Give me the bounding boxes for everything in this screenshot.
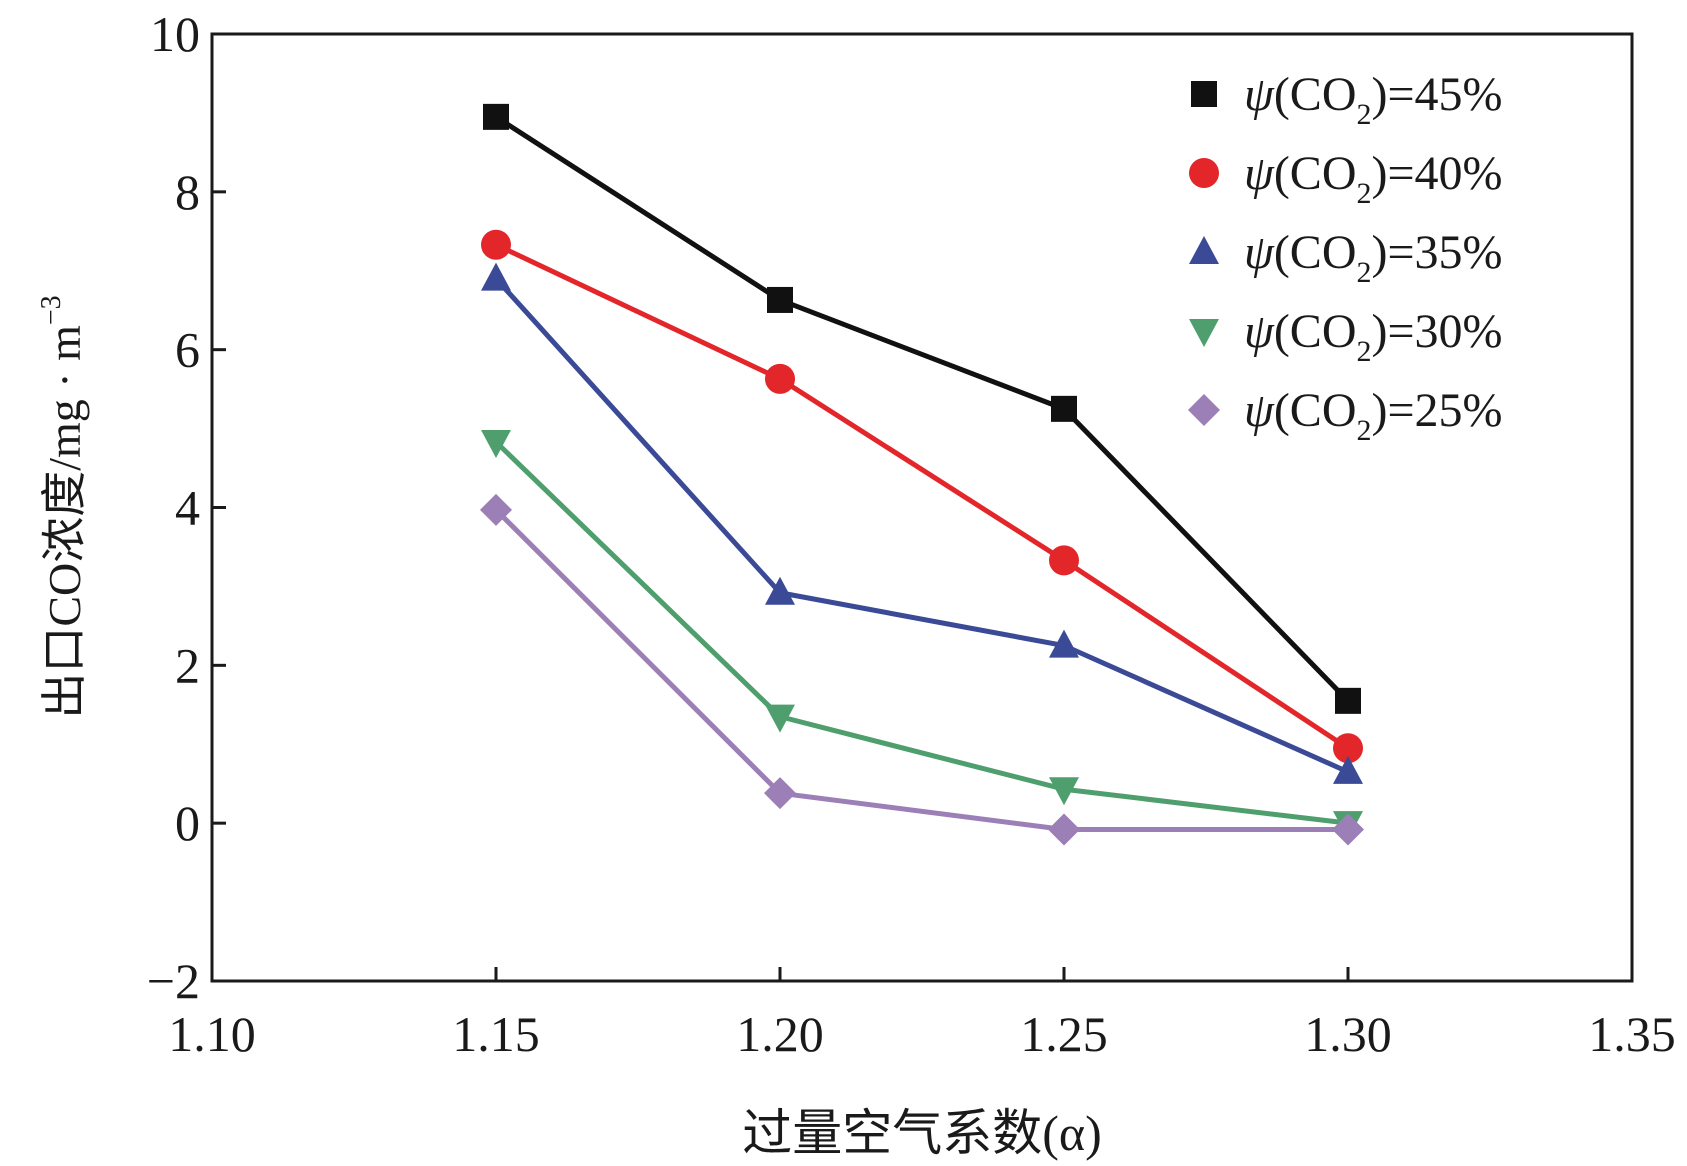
legend-label: ψ(CO2)=25%	[1244, 384, 1503, 447]
data-point-triangle-down	[481, 429, 511, 458]
data-point-triangle	[1049, 629, 1079, 658]
x-tick-label: 1.10	[168, 1006, 256, 1062]
legend-label: ψ(CO2)=40%	[1244, 147, 1503, 210]
series-line-4	[494, 440, 1349, 826]
data-point-diamond	[764, 777, 796, 810]
legend-marker-triangle-down	[1189, 319, 1219, 347]
x-tick-label: 1.20	[736, 1006, 824, 1062]
x-tick-label: 1.25	[1020, 1006, 1108, 1062]
data-point-square	[483, 103, 509, 130]
series-lines	[494, 114, 1350, 832]
legend: ψ(CO2)=45% ψ(CO2)=40% ψ(CO2)=35% ψ(CO2)=30%…	[1188, 68, 1503, 447]
data-point-triangle-down	[1049, 777, 1079, 806]
data-point-square	[1051, 395, 1077, 422]
data-point-circle	[765, 363, 795, 394]
data-point-diamond	[1332, 813, 1364, 846]
series-line-3	[494, 276, 1350, 775]
x-tick-label: 1.30	[1304, 1006, 1392, 1062]
legend-marker-diamond	[1188, 394, 1220, 426]
x-tick-label: 1.15	[452, 1006, 540, 1062]
y-axis-title: 出口CO浓度/mg · m−3	[36, 295, 90, 718]
series-line-5	[494, 508, 1348, 832]
y-tick-label: 4	[175, 480, 200, 536]
y-tick-label: 0	[175, 795, 200, 851]
x-axis-title: 过量空气系数(α)	[742, 1105, 1102, 1161]
data-point-circle	[1049, 545, 1079, 576]
y-tick-label: 2	[175, 637, 200, 693]
data-point-square	[767, 286, 793, 313]
legend-marker-circle	[1189, 158, 1219, 188]
data-point-circle	[1333, 733, 1363, 764]
data-point-diamond	[480, 493, 512, 526]
legend-marker-triangle	[1189, 236, 1219, 264]
y-tick-label: 10	[150, 6, 200, 62]
legend-label: ψ(CO2)=45%	[1244, 68, 1503, 131]
series-line-1	[494, 114, 1350, 703]
y-axis: −2 0 2 4 6 8 10	[147, 6, 226, 1009]
x-axis: 1.10 1.15 1.20 1.25 1.30 1.35	[168, 967, 1676, 1062]
series-line-2	[494, 242, 1350, 751]
data-point-circle	[481, 229, 511, 260]
legend-label: ψ(CO2)=35%	[1244, 226, 1503, 289]
data-point-square	[1335, 687, 1361, 714]
legend-marker-square	[1191, 81, 1217, 107]
x-tick-label: 1.35	[1588, 1006, 1676, 1062]
data-point-triangle	[481, 262, 511, 291]
y-tick-label: −2	[147, 953, 200, 1009]
legend-label: ψ(CO2)=30%	[1244, 305, 1503, 368]
y-tick-label: 6	[175, 322, 200, 378]
series-markers	[480, 103, 1364, 846]
data-point-diamond	[1048, 813, 1080, 846]
data-point-triangle	[765, 576, 795, 605]
data-point-triangle-down	[765, 704, 795, 733]
y-tick-label: 8	[175, 164, 200, 220]
data-point-triangle	[1333, 755, 1363, 784]
